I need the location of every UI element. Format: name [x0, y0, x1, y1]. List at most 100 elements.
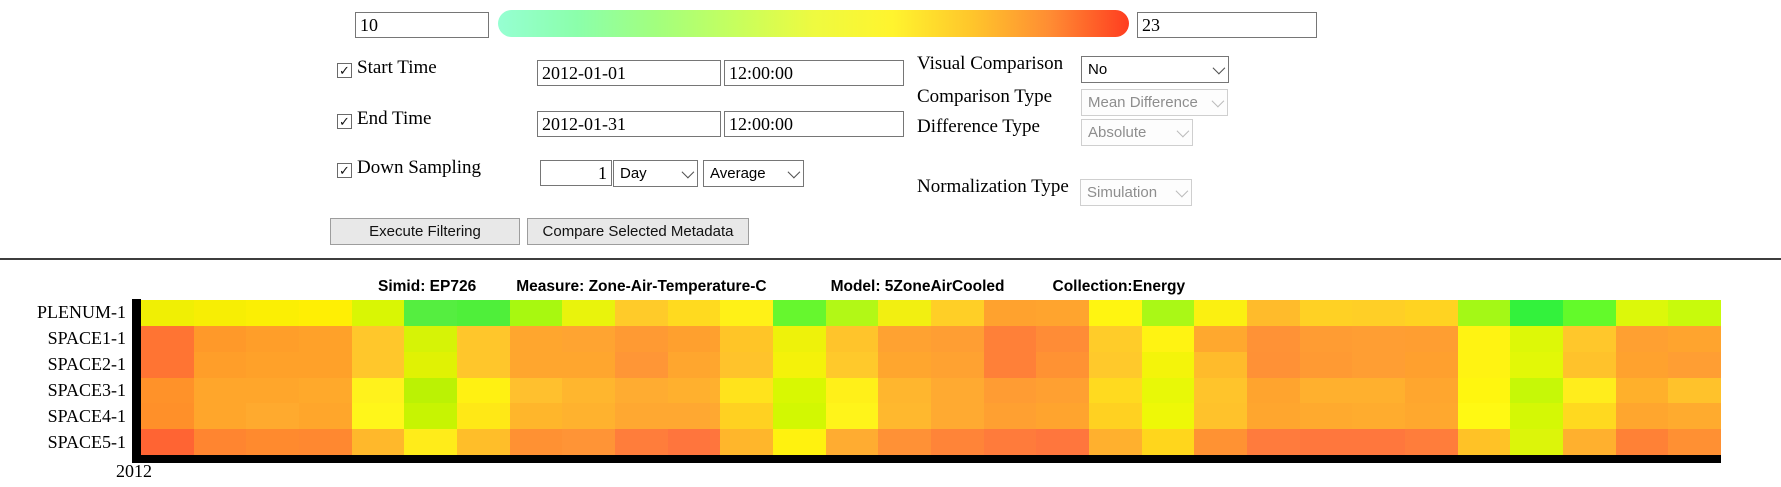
heatmap-cell[interactable]: [299, 377, 352, 404]
heatmap-cell[interactable]: [1352, 351, 1405, 378]
start-time-checkbox[interactable]: [337, 63, 352, 78]
heatmap-cell[interactable]: [1352, 403, 1405, 430]
heatmap-cell[interactable]: [825, 403, 879, 430]
heatmap-cell[interactable]: [720, 351, 773, 378]
heatmap-cell[interactable]: [1563, 403, 1616, 430]
heatmap-cell[interactable]: [1615, 351, 1669, 378]
heatmap-cell[interactable]: [1299, 300, 1353, 326]
heatmap-cell[interactable]: [1563, 300, 1616, 326]
down-sampling-checkbox[interactable]: [337, 163, 352, 178]
heatmap-cell[interactable]: [509, 377, 563, 404]
heatmap-cell[interactable]: [193, 351, 247, 378]
heatmap-cell[interactable]: [1194, 377, 1247, 404]
heatmap-cell[interactable]: [1299, 351, 1353, 378]
heatmap-cell[interactable]: [825, 325, 879, 352]
heatmap-cell[interactable]: [1352, 300, 1405, 326]
down-sampling-unit-select[interactable]: Day: [613, 160, 698, 187]
heatmap-cell[interactable]: [773, 429, 826, 455]
heatmap-cell[interactable]: [983, 300, 1037, 326]
heatmap-cell[interactable]: [141, 377, 194, 404]
heatmap-cell[interactable]: [562, 351, 615, 378]
heatmap-cell[interactable]: [615, 429, 668, 455]
heatmap-cell[interactable]: [457, 325, 510, 352]
heatmap-cell[interactable]: [562, 403, 615, 430]
heatmap-cell[interactable]: [878, 300, 931, 326]
heatmap-cell[interactable]: [1510, 325, 1563, 352]
heatmap-cell[interactable]: [615, 325, 668, 352]
heatmap-cell[interactable]: [457, 351, 510, 378]
heatmap-cell[interactable]: [404, 325, 457, 352]
heatmap-cell[interactable]: [193, 377, 247, 404]
heatmap-cell[interactable]: [562, 429, 615, 455]
down-sampling-value-input[interactable]: [540, 160, 612, 186]
heatmap-cell[interactable]: [1457, 325, 1511, 352]
heatmap-cell[interactable]: [615, 300, 668, 326]
heatmap-cell[interactable]: [1510, 377, 1563, 404]
heatmap-cell[interactable]: [509, 429, 563, 455]
heatmap-cell[interactable]: [1247, 377, 1300, 404]
heatmap-cell[interactable]: [1405, 351, 1458, 378]
heatmap-cell[interactable]: [1457, 403, 1511, 430]
heatmap-cell[interactable]: [246, 429, 299, 455]
heatmap-cell[interactable]: [931, 300, 984, 326]
heatmap-cell[interactable]: [878, 377, 931, 404]
heatmap-cell[interactable]: [1194, 325, 1247, 352]
heatmap-cell[interactable]: [720, 429, 773, 455]
heatmap-cell[interactable]: [931, 403, 984, 430]
heatmap-cell[interactable]: [1141, 300, 1195, 326]
heatmap-cell[interactable]: [351, 429, 405, 455]
heatmap-cell[interactable]: [1141, 325, 1195, 352]
heatmap-cell[interactable]: [1668, 300, 1721, 326]
heatmap-cell[interactable]: [141, 351, 194, 378]
heatmap-cell[interactable]: [404, 351, 457, 378]
heatmap-cell[interactable]: [509, 325, 563, 352]
heatmap-cell[interactable]: [1194, 300, 1247, 326]
heatmap-cell[interactable]: [141, 403, 194, 430]
heatmap-cell[interactable]: [1141, 429, 1195, 455]
compare-selected-metadata-button[interactable]: Compare Selected Metadata: [527, 218, 749, 245]
heatmap-cell[interactable]: [246, 300, 299, 326]
heatmap-cell[interactable]: [615, 377, 668, 404]
heatmap-cell[interactable]: [1141, 351, 1195, 378]
heatmap-cell[interactable]: [773, 377, 826, 404]
heatmap-cell[interactable]: [1615, 377, 1669, 404]
heatmap-cell[interactable]: [773, 300, 826, 326]
heatmap-cell[interactable]: [720, 403, 773, 430]
heatmap-cell[interactable]: [983, 351, 1037, 378]
heatmap-cell[interactable]: [1510, 351, 1563, 378]
heatmap-cell[interactable]: [1405, 403, 1458, 430]
heatmap-cell[interactable]: [1405, 377, 1458, 404]
heatmap-cell[interactable]: [1247, 325, 1300, 352]
heatmap-cell[interactable]: [299, 403, 352, 430]
heatmap-cell[interactable]: [931, 429, 984, 455]
heatmap-cell[interactable]: [1089, 351, 1142, 378]
heatmap-cell[interactable]: [1247, 300, 1300, 326]
heatmap-cell[interactable]: [1457, 351, 1511, 378]
heatmap-cell[interactable]: [1668, 429, 1721, 455]
heatmap-cell[interactable]: [615, 403, 668, 430]
heatmap-cell[interactable]: [1299, 429, 1353, 455]
heatmap-cell[interactable]: [773, 325, 826, 352]
heatmap-cell[interactable]: [1036, 377, 1089, 404]
heatmap-cell[interactable]: [1668, 403, 1721, 430]
heatmap-cell[interactable]: [825, 429, 879, 455]
heatmap-cell[interactable]: [1089, 300, 1142, 326]
heatmap-cell[interactable]: [1457, 429, 1511, 455]
heatmap-cell[interactable]: [931, 351, 984, 378]
heatmap-cell[interactable]: [193, 403, 247, 430]
heatmap-grid[interactable]: [141, 300, 1721, 455]
heatmap-cell[interactable]: [1089, 403, 1142, 430]
heatmap-cell[interactable]: [141, 429, 194, 455]
heatmap-cell[interactable]: [667, 403, 721, 430]
heatmap-cell[interactable]: [667, 300, 721, 326]
heatmap-cell[interactable]: [1089, 377, 1142, 404]
heatmap-cell[interactable]: [141, 300, 194, 326]
heatmap-cell[interactable]: [299, 325, 352, 352]
heatmap-cell[interactable]: [825, 377, 879, 404]
visual-comparison-select[interactable]: No: [1081, 56, 1229, 83]
heatmap-cell[interactable]: [562, 300, 615, 326]
heatmap-cell[interactable]: [457, 429, 510, 455]
heatmap-cell[interactable]: [246, 351, 299, 378]
heatmap-cell[interactable]: [1299, 325, 1353, 352]
heatmap-cell[interactable]: [1405, 429, 1458, 455]
